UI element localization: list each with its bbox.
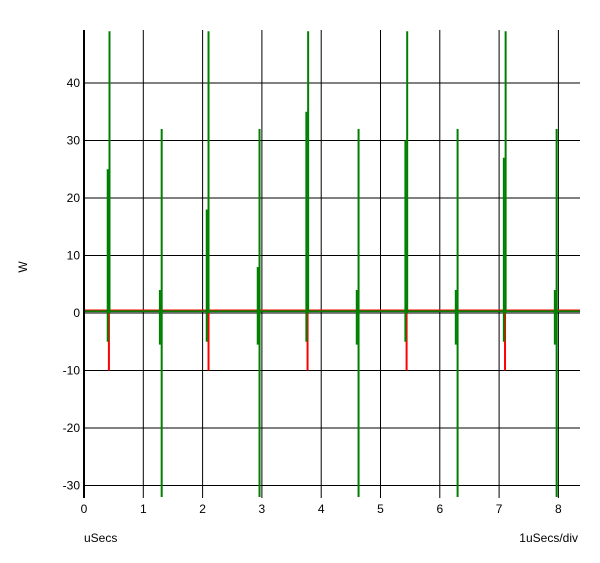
y-tick-label: -30 (63, 479, 81, 493)
y-tick-label: -10 (63, 364, 81, 378)
x-tick-label: 7 (496, 502, 503, 516)
y-tick-label: 20 (67, 191, 81, 205)
y-tick-label: 40 (67, 76, 81, 90)
grid-lines (84, 30, 580, 498)
y-tick-label: 30 (67, 134, 81, 148)
y-tick-label: 0 (73, 306, 80, 320)
y-tick-label: 10 (67, 249, 81, 263)
y-tick-label: -20 (63, 421, 81, 435)
x-tick-labels: 0 1 2 3 4 5 6 7 8 (81, 502, 562, 516)
y-axis-label: W (16, 261, 30, 273)
x-tick-label: 0 (81, 502, 88, 516)
x-tick-label: 5 (377, 502, 384, 516)
x-tick-label: 8 (555, 502, 562, 516)
time-scale-label: 1uSecs/div (519, 531, 578, 545)
x-tick-label: 4 (318, 502, 325, 516)
x-tick-label: 1 (140, 502, 147, 516)
y-tick-labels: -30 -20 -10 0 10 20 30 40 (63, 76, 81, 493)
x-tick-label: 2 (199, 502, 206, 516)
series-trace-1 (84, 31, 580, 497)
waveform-traces (84, 31, 580, 497)
x-tick-label: 6 (436, 502, 443, 516)
x-tick-label: 3 (259, 502, 266, 516)
x-axis-unit-label: uSecs (84, 531, 117, 545)
